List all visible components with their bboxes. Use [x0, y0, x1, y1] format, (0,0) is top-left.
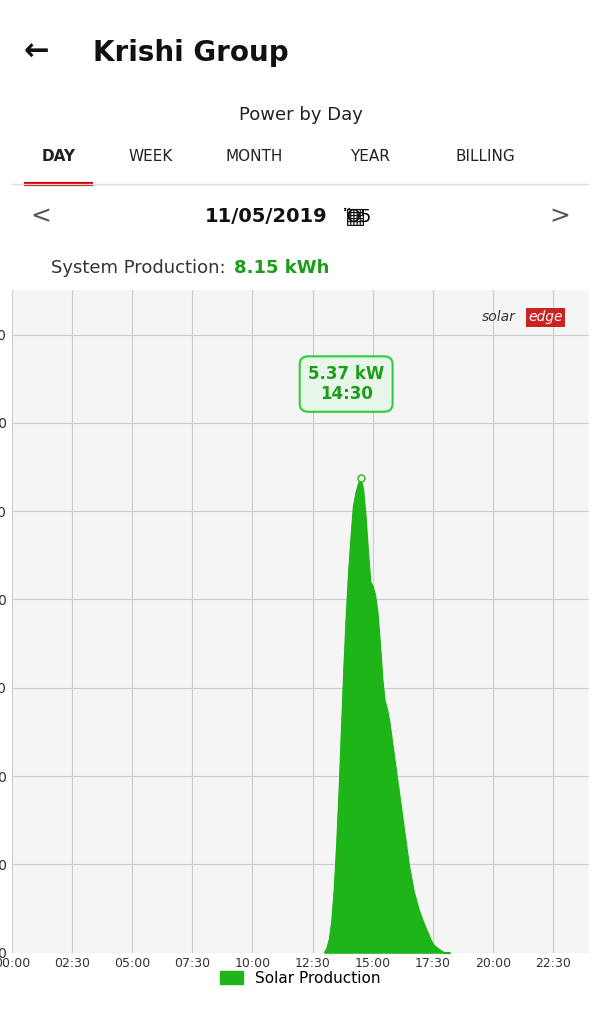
- Text: Ὄ5: Ὄ5: [344, 208, 373, 225]
- Text: YEAR: YEAR: [350, 150, 389, 165]
- Text: Power by Day: Power by Day: [239, 105, 362, 124]
- Text: edge: edge: [528, 310, 563, 325]
- Text: MONTH: MONTH: [225, 150, 283, 165]
- Text: DAY: DAY: [41, 150, 75, 165]
- Text: 8.15 kWh: 8.15 kWh: [234, 258, 329, 276]
- Text: BILLING: BILLING: [455, 150, 515, 165]
- Text: 11/05/2019: 11/05/2019: [204, 207, 327, 226]
- Text: WEEK: WEEK: [128, 150, 172, 165]
- Text: solar: solar: [482, 310, 516, 325]
- Text: System Production:: System Production:: [51, 258, 225, 276]
- Legend: Solar Production: Solar Production: [214, 965, 387, 991]
- Text: >: >: [550, 205, 570, 228]
- Text: ▦: ▦: [345, 207, 366, 226]
- Text: <: <: [31, 205, 51, 228]
- Text: 5.37 kW
14:30: 5.37 kW 14:30: [308, 365, 384, 403]
- Text: Krishi Group: Krishi Group: [93, 39, 288, 67]
- Text: ←: ←: [23, 38, 49, 67]
